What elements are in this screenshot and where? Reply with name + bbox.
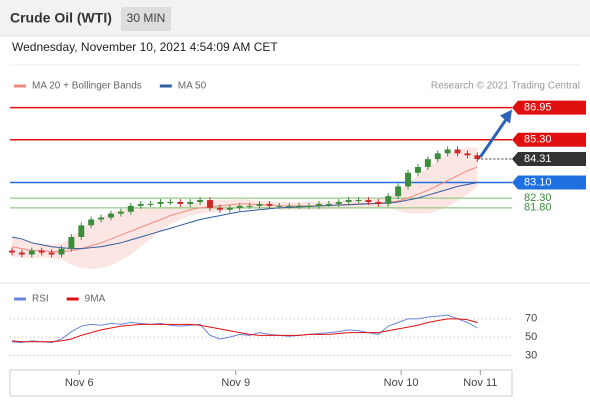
candle-body xyxy=(434,153,441,160)
candle-body xyxy=(405,172,412,187)
legend-label: MA 50 xyxy=(178,81,207,92)
y-tick-label: 70 xyxy=(525,313,537,325)
candle-body xyxy=(296,205,303,207)
candle-body xyxy=(325,203,332,205)
candle-body xyxy=(78,225,85,237)
candle-body xyxy=(147,203,154,205)
candle-body xyxy=(48,252,55,255)
forecast-arrow xyxy=(479,115,510,158)
candle-body xyxy=(246,205,253,207)
candle-body xyxy=(315,203,322,206)
level-label-box xyxy=(512,175,586,190)
candle-body xyxy=(226,207,233,210)
candle-body xyxy=(345,200,352,202)
level-label-box xyxy=(512,100,586,115)
level-label-box xyxy=(512,151,586,166)
candle-body xyxy=(464,153,471,156)
timeframe: 30 MIN xyxy=(127,11,166,25)
x-tick-label: Nov 9 xyxy=(221,377,250,389)
series-line xyxy=(11,166,478,253)
candle-body xyxy=(207,200,213,208)
candle-body xyxy=(256,203,263,206)
x-tick-label: Nov 11 xyxy=(463,377,497,389)
candle-body xyxy=(454,149,461,154)
candle-body xyxy=(444,149,451,154)
timeframe-badge xyxy=(121,7,171,31)
y-tick-label: 50 xyxy=(525,331,537,343)
candle-body xyxy=(187,201,194,204)
candle-body xyxy=(98,217,105,220)
legend-label: RSI xyxy=(32,294,49,305)
legend-label: MA 20 + Bollinger Bands xyxy=(32,81,142,92)
header-bar xyxy=(0,0,590,36)
candle-body xyxy=(236,205,243,208)
candle-body xyxy=(177,201,184,204)
candle-body xyxy=(355,200,362,202)
candle-body xyxy=(375,201,382,204)
y-tick-label: 30 xyxy=(525,349,537,361)
level-label: 84.31 xyxy=(524,153,552,165)
candle-body xyxy=(88,219,95,226)
candle-body xyxy=(68,236,75,249)
x-tick-label: Nov 6 xyxy=(65,377,94,389)
candle-body xyxy=(395,186,402,197)
candle-body xyxy=(167,201,174,203)
candle-body xyxy=(474,155,481,159)
candle-body xyxy=(28,250,35,255)
candle-body xyxy=(266,203,273,206)
candle-body xyxy=(127,205,134,212)
candle-body xyxy=(424,159,431,167)
x-tick-label: Nov 10 xyxy=(384,377,419,389)
forecast-arrowhead xyxy=(500,109,512,124)
candle-body xyxy=(108,213,114,218)
legend-label: 9MA xyxy=(85,294,106,305)
instrument-title: Crude Oil (WTI) xyxy=(10,10,112,26)
candle-body xyxy=(197,200,204,202)
level-label: 82.30 xyxy=(524,192,552,204)
candle-body xyxy=(157,201,164,204)
candle-body xyxy=(38,250,45,253)
candle-body xyxy=(385,196,392,204)
candle-body xyxy=(18,252,25,255)
candle-body xyxy=(58,248,65,255)
candle-body xyxy=(335,201,342,204)
level-label-box xyxy=(512,132,586,147)
timestamp: Wednesday, November 10, 2021 4:54:09 AM … xyxy=(12,40,278,54)
candle-body xyxy=(414,166,421,173)
candle-body xyxy=(9,250,15,253)
watermark: Research © 2021 Trading Central xyxy=(431,81,580,92)
candle-body xyxy=(276,205,283,207)
series-line xyxy=(11,318,478,343)
candle-body xyxy=(137,203,144,206)
level-label: 86.95 xyxy=(524,102,552,114)
candle-body xyxy=(306,205,312,207)
series-line xyxy=(11,314,478,344)
candle-body xyxy=(286,205,293,207)
level-label: 81.80 xyxy=(524,202,552,214)
level-label: 83.10 xyxy=(524,176,552,188)
candle-body xyxy=(117,211,124,214)
x-axis-box xyxy=(9,369,513,397)
candle-body xyxy=(365,200,372,202)
candle-body xyxy=(216,207,223,210)
series-line xyxy=(11,182,478,250)
level-label: 85.30 xyxy=(524,134,552,146)
